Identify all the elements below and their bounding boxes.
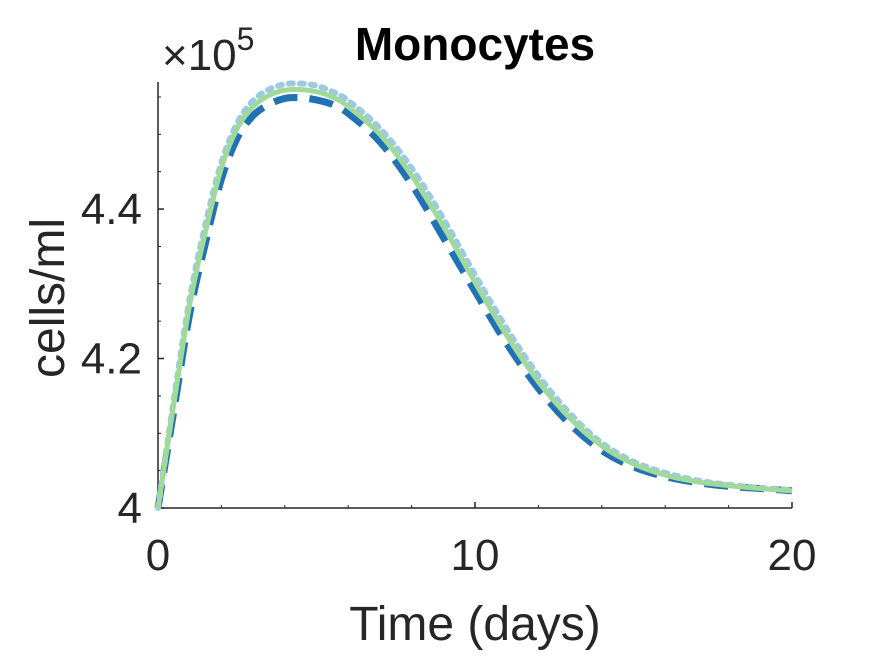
series-group (154, 80, 795, 511)
x-axis-label: Time (days) (349, 598, 601, 651)
y-exponent-base: ×10 (162, 31, 237, 80)
x-tick-label: 0 (146, 531, 170, 580)
y-tick-label: 4.4 (81, 185, 142, 234)
series-line-solid (155, 86, 793, 509)
y-exponent-label: ×105 (162, 21, 254, 80)
chart-title: Monocytes (355, 18, 595, 70)
x-tick-label: 20 (768, 531, 817, 580)
y-exponent-power: 5 (237, 21, 255, 57)
series-line-dashed (154, 94, 793, 509)
x-tick-label: 10 (451, 531, 500, 580)
y-axis-label: cells/ml (22, 218, 75, 378)
y-tick-label: 4 (118, 484, 142, 533)
axes: 0 10 20 4 4.2 4.4 (81, 82, 817, 580)
labels-group: Monocytes Time (days) cells/ml ×105 (22, 18, 601, 651)
y-tick-label: 4.2 (81, 335, 142, 384)
